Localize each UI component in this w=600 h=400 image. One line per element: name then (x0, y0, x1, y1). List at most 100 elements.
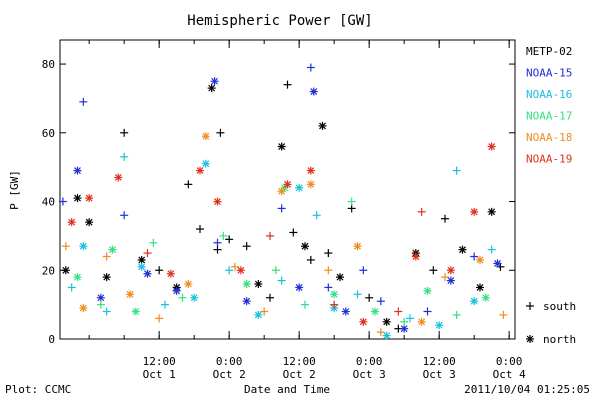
x-tick-label: 0:00 (216, 355, 243, 368)
data-point-noaa-18-south (102, 252, 111, 261)
data-point-noaa-15-north (143, 269, 152, 278)
data-point-noaa-17-south (178, 293, 187, 302)
data-point-noaa-19-north (166, 269, 175, 278)
data-point-noaa-16-south (225, 266, 234, 275)
y-tick-label: 60 (42, 127, 55, 140)
data-point-noaa-15-north (172, 286, 181, 295)
data-point-noaa-19-north (196, 166, 204, 175)
data-point-metp-02-north (207, 84, 216, 93)
data-point-noaa-15-south (359, 266, 368, 275)
data-point-noaa-17-north (330, 290, 339, 299)
data-point-metp-02-north (458, 245, 467, 254)
y-tick-label: 80 (42, 58, 55, 71)
legend-entry-noaa-17: NOAA-17 (526, 110, 572, 123)
legend-entry-noaa-16: NOAA-16 (526, 88, 572, 101)
x-tick-label: 12:00 (143, 355, 176, 368)
data-point-noaa-15-south (120, 211, 129, 220)
data-point-noaa-19-north (85, 194, 94, 203)
data-point-metp-02-south (155, 266, 164, 275)
data-point-noaa-18-north (417, 317, 426, 326)
y-tick-label: 0 (48, 333, 55, 346)
data-point-metp-02-south (225, 235, 234, 244)
data-point-metp-02-north (318, 121, 327, 130)
x-tick-label: Oct 4 (493, 368, 526, 381)
data-point-metp-02-north (476, 283, 484, 292)
x-tick-label: 12:00 (423, 355, 456, 368)
data-point-noaa-15-north (96, 293, 105, 302)
data-point-noaa-17-south (219, 231, 228, 240)
data-point-metp-02-north (336, 273, 344, 282)
data-point-noaa-19-north (470, 207, 479, 216)
data-point-noaa-16-south (406, 314, 414, 323)
data-point-noaa-18-south (231, 262, 239, 271)
plot-frame (59, 39, 516, 340)
data-point-noaa-15-north (242, 297, 251, 306)
data-point-metp-02-south (216, 128, 225, 137)
data-point-noaa-16-south (277, 276, 286, 285)
data-point-noaa-18-north (126, 290, 134, 299)
data-point-noaa-15-north (309, 87, 318, 96)
data-point-noaa-15-south (79, 97, 88, 106)
symbol-north-label: north (543, 333, 576, 346)
data-point-noaa-17-north (242, 280, 251, 289)
data-point-noaa-17-north (73, 273, 82, 282)
data-point-metp-02-south (324, 249, 333, 258)
data-point-noaa-16-north (295, 183, 304, 192)
data-point-noaa-15-north (400, 324, 409, 333)
data-point-noaa-17-south (96, 300, 105, 309)
data-point-noaa-17-south (347, 197, 356, 206)
legend: METP-02 NOAA-15 NOAA-16 NOAA-17 NOAA-18 NOAA-… (526, 45, 572, 166)
data-point-metp-02-south (196, 225, 204, 234)
data-point-noaa-17-north (423, 286, 432, 295)
data-point-noaa-17-north (481, 293, 490, 302)
symbol-north-marker (526, 335, 534, 343)
y-axis: 0 20 40 60 80 (42, 58, 515, 346)
data-point-noaa-15-south (324, 283, 333, 292)
data-point-metp-02-north (487, 207, 496, 216)
data-point-metp-02-south (365, 293, 374, 302)
data-point-noaa-15-north (446, 276, 455, 285)
data-point-noaa-17-north (131, 307, 140, 316)
data-point-noaa-16-north (382, 331, 391, 340)
symbol-south-marker (526, 302, 534, 310)
data-point-noaa-19-north (114, 173, 123, 182)
data-point-noaa-18-north (306, 180, 315, 189)
data-point-metp-02-north (137, 255, 146, 264)
data-point-noaa-19-south (417, 207, 426, 216)
data-point-noaa-18-north (277, 187, 286, 196)
data-point-noaa-19-south (330, 300, 339, 309)
data-point-metp-02-south (289, 228, 298, 237)
data-point-noaa-17-south (271, 266, 280, 275)
data-point-noaa-18-south (441, 273, 449, 282)
data-point-noaa-18-north (476, 255, 484, 264)
chart-title: Hemispheric Power [GW] (187, 13, 372, 29)
data-point-noaa-18-south (499, 310, 508, 319)
x-tick-label: 12:00 (283, 355, 316, 368)
symbol-legend: south north (526, 300, 576, 346)
plot-timestamp: 2011/10/04 01:25:05 (464, 383, 590, 396)
data-point-noaa-19-south (266, 231, 274, 240)
data-point-noaa-15-south (470, 252, 479, 261)
data-point-noaa-16-south (487, 245, 496, 254)
x-tick-label: Oct 3 (423, 368, 456, 381)
data-point-metp-02-north (85, 218, 94, 227)
data-point-metp-02-south (184, 180, 193, 189)
data-point-noaa-16-south (102, 307, 111, 316)
data-point-noaa-18-north (201, 132, 210, 141)
data-point-noaa-19-north (213, 197, 222, 206)
data-point-metp-02-north (254, 280, 263, 289)
x-tick-label: Oct 1 (143, 368, 176, 381)
data-point-noaa-15-north (295, 283, 304, 292)
x-tick-label: Oct 2 (213, 368, 246, 381)
data-point-noaa-18-south (155, 314, 164, 323)
data-point-noaa-19-north (446, 266, 455, 275)
x-tick-label: Oct 3 (353, 368, 386, 381)
data-point-noaa-19-south (394, 307, 403, 316)
data-point-noaa-16-north (254, 310, 263, 319)
data-point-metp-02-north (382, 317, 391, 326)
data-point-noaa-16-north (435, 321, 444, 330)
data-point-noaa-18-south (61, 242, 70, 251)
data-point-noaa-16-south (67, 283, 76, 292)
data-point-noaa-18-south (260, 307, 269, 316)
